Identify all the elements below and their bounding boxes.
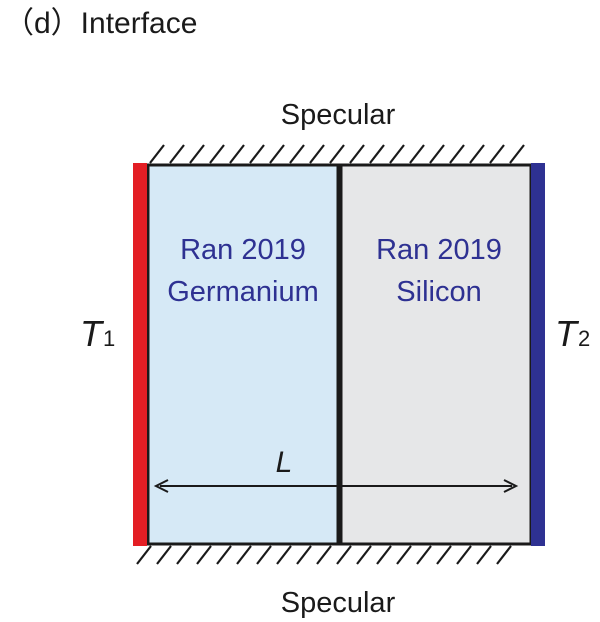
germanium-region: [146, 163, 340, 546]
hatch-mark: [496, 545, 512, 565]
hatch-mark: [136, 545, 152, 565]
hatch-mark: [436, 545, 452, 565]
hatch-mark: [409, 144, 425, 164]
hatch-mark: [469, 144, 485, 164]
cold-temperature-label: T2: [555, 313, 590, 354]
hatch-mark: [189, 144, 205, 164]
top-specular-hatching: [149, 144, 525, 164]
hatch-mark: [389, 144, 405, 164]
hatch-mark: [256, 545, 272, 565]
silicon-label-line2: Silicon: [396, 276, 481, 308]
hatch-mark: [336, 545, 352, 565]
hatch-mark: [489, 144, 505, 164]
hatch-mark: [416, 545, 432, 565]
hatch-mark: [169, 144, 185, 164]
hatch-mark: [509, 144, 525, 164]
hatch-mark: [456, 545, 472, 565]
hatch-mark: [309, 144, 325, 164]
hatch-mark: [329, 144, 345, 164]
hatch-mark: [356, 545, 372, 565]
hatch-mark: [429, 144, 445, 164]
hot-reservoir-bar: [133, 163, 147, 546]
bottom-boundary-label: Specular: [281, 587, 396, 619]
panel-title: （d）Interface: [4, 7, 197, 40]
hatch-mark: [196, 545, 212, 565]
hatch-mark: [216, 545, 232, 565]
hatch-mark: [236, 545, 252, 565]
hatch-mark: [249, 144, 265, 164]
hatch-mark: [269, 144, 285, 164]
hatch-mark: [449, 144, 465, 164]
hatch-mark: [396, 545, 412, 565]
hatch-mark: [476, 545, 492, 565]
hatch-mark: [376, 545, 392, 565]
hatch-mark: [316, 545, 332, 565]
hatch-mark: [209, 144, 225, 164]
length-dimension-arrow: [153, 479, 519, 493]
hatch-mark: [149, 144, 165, 164]
hatch-mark: [369, 144, 385, 164]
hatch-mark: [349, 144, 365, 164]
hatch-mark: [296, 545, 312, 565]
hatch-mark: [229, 144, 245, 164]
hatch-mark: [276, 545, 292, 565]
silicon-label-line1: Ran 2019: [376, 234, 502, 266]
hatch-mark: [156, 545, 172, 565]
bottom-specular-hatching: [136, 545, 512, 565]
hot-temperature-label: T1: [80, 313, 115, 354]
silicon-region: [339, 163, 533, 546]
hatch-mark: [289, 144, 305, 164]
top-boundary-label: Specular: [281, 99, 396, 131]
germanium-label-line2: Germanium: [167, 276, 319, 308]
germanium-label-line1: Ran 2019: [180, 234, 306, 266]
hatch-mark: [176, 545, 192, 565]
cold-reservoir-bar: [531, 163, 545, 546]
length-label: L: [276, 446, 293, 479]
